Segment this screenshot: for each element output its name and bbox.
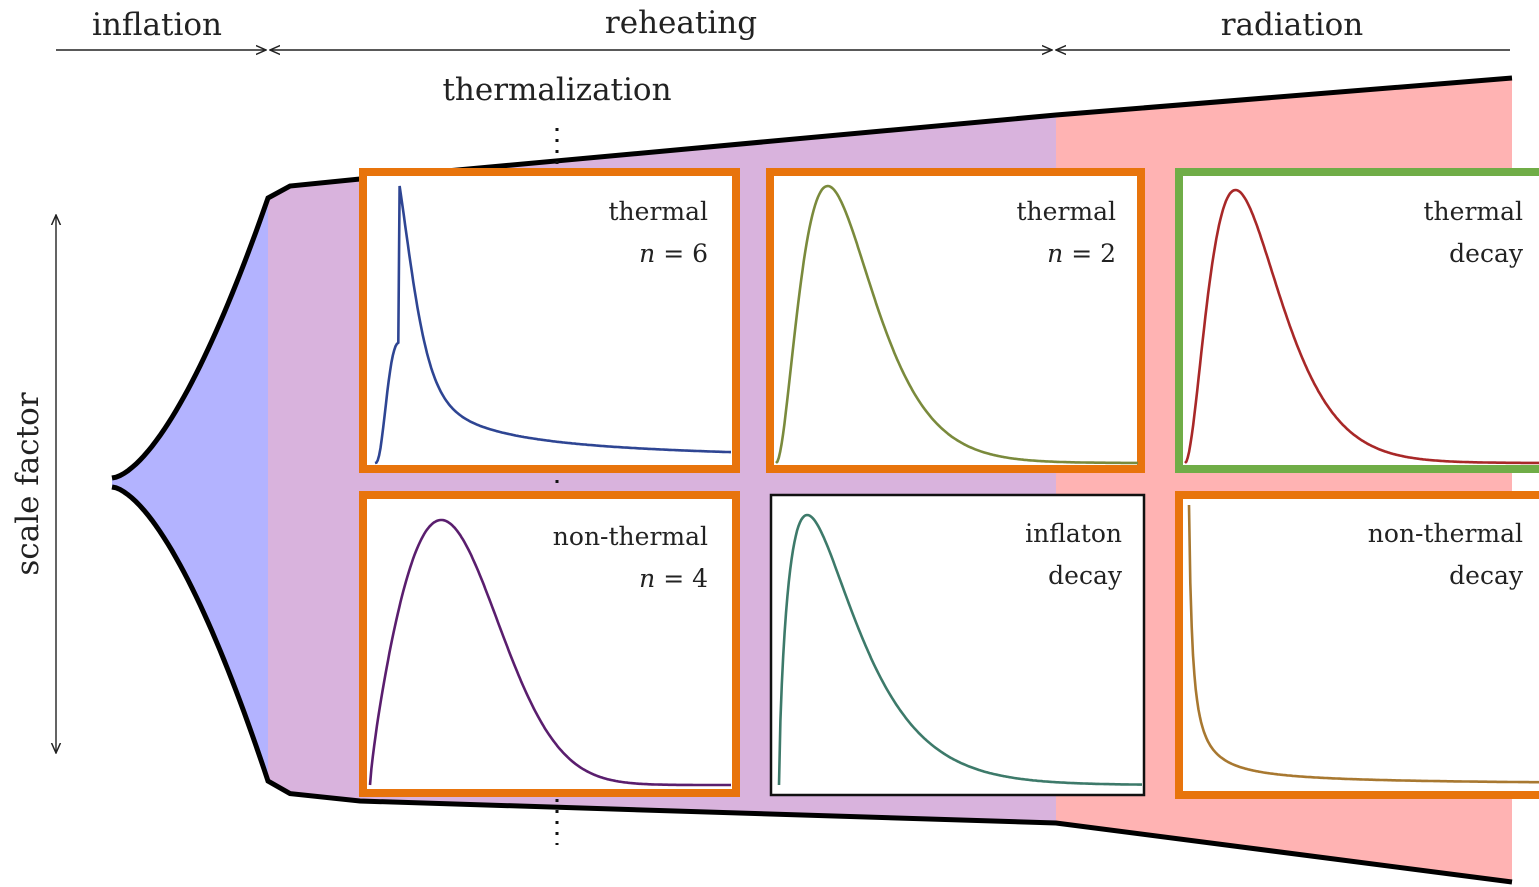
panel-value: = 4 (655, 564, 708, 593)
panel-frame (1175, 168, 1539, 473)
distribution-curve (775, 184, 1138, 465)
panel-value: = 2 (1063, 239, 1116, 268)
panel-variable: n (639, 564, 655, 593)
panel-label-line2: decay (1449, 561, 1524, 590)
panel-label-line1: non-thermal (1368, 519, 1523, 548)
panel-label-line1: thermal (609, 197, 709, 226)
panel-thermal-decay: thermal decay (1175, 168, 1539, 473)
radiation-label: radiation (1221, 7, 1364, 43)
thermalization-label: thermalization (442, 72, 671, 108)
panel-non-thermal-n4: non-thermal n = 4 (359, 491, 740, 797)
panel-label-line2: decay (1048, 561, 1123, 590)
era-timeline: inflation reheating radiation (56, 5, 1510, 50)
scale-factor-label: scale factor (10, 392, 46, 575)
distribution-curve (1184, 188, 1539, 465)
panel-frame (769, 493, 1146, 797)
panel-inflaton-decay: inflaton decay (769, 493, 1146, 797)
panel-thermal-n2: thermal n = 2 (766, 168, 1145, 473)
panel-frame (359, 168, 740, 473)
panel-variable: n (639, 239, 655, 268)
panel-variable: n (1047, 239, 1063, 268)
panel-label-line1: inflaton (1025, 519, 1122, 548)
panel-label-line2: decay (1449, 239, 1524, 268)
reheating-label: reheating (605, 5, 757, 41)
panel-label-line1: thermal (1424, 197, 1524, 226)
panel-frame (1175, 491, 1539, 799)
panel-thermal-n6: thermal n = 6 (359, 168, 740, 473)
distribution-panels: thermal n = 6 thermal n = 2 thermal deca… (359, 168, 1539, 799)
panel-frame (359, 491, 740, 797)
panel-label-line2: n = 4 (639, 564, 708, 593)
panel-non-thermal-decay: non-thermal decay (1175, 491, 1539, 799)
distribution-curve (374, 185, 731, 465)
panel-label-line2: n = 6 (639, 239, 708, 268)
distribution-curve (368, 518, 731, 787)
distribution-curve (777, 513, 1142, 786)
envelope-upper-boundary (111, 75, 1513, 481)
inflation-label: inflation (92, 7, 222, 43)
distribution-curve (1187, 504, 1539, 784)
panel-frame (766, 168, 1145, 473)
inflation-region (112, 198, 268, 781)
panel-label-line1: non-thermal (553, 522, 708, 551)
panel-value: = 6 (655, 239, 708, 268)
envelope-lower-boundary (111, 484, 1513, 885)
panel-label-line2: n = 2 (1047, 239, 1116, 268)
panel-label-line1: thermal (1017, 197, 1117, 226)
